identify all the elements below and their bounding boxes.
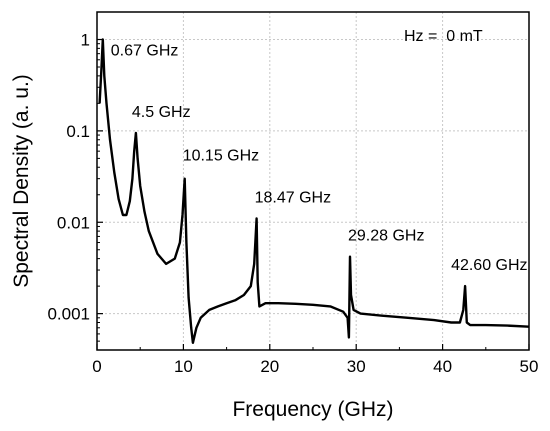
grid-lines	[97, 12, 529, 350]
y-tick-label: 0.001	[47, 305, 90, 324]
y-tick-label: 1	[81, 31, 90, 50]
x-axis-title: Frequency (GHz)	[232, 398, 393, 421]
y-tick-label: 0.1	[66, 122, 90, 141]
y-tick-label: 0.01	[57, 213, 90, 232]
peak-label: 0.67 GHz	[111, 43, 179, 60]
field-label: Hz = 0 mT	[404, 28, 483, 45]
y-axis-title: Spectral Density (a. u.)	[10, 74, 33, 288]
axis-ticks: 0 10 20 30 40 50 0.001 0.01 0.1 1	[47, 31, 538, 376]
x-tick-label: 40	[433, 357, 452, 376]
peak-label: 10.15 GHz	[183, 148, 259, 165]
x-tick-label: 30	[347, 357, 366, 376]
peak-label: 42.60 GHz	[451, 257, 527, 274]
peak-annotations: 0.67 GHz 4.5 GHz 10.15 GHz 18.47 GHz 29.28 G…	[111, 43, 528, 275]
spectrum-line	[98, 38, 530, 344]
x-tick-label: 50	[520, 357, 539, 376]
peak-label: 18.47 GHz	[255, 189, 331, 206]
series-layer	[98, 38, 530, 344]
x-tick-label: 10	[174, 357, 193, 376]
peak-label: 4.5 GHz	[132, 104, 191, 121]
peak-label: 29.28 GHz	[348, 228, 424, 245]
x-tick-label: 20	[260, 357, 279, 376]
x-tick-label: 0	[92, 357, 101, 376]
